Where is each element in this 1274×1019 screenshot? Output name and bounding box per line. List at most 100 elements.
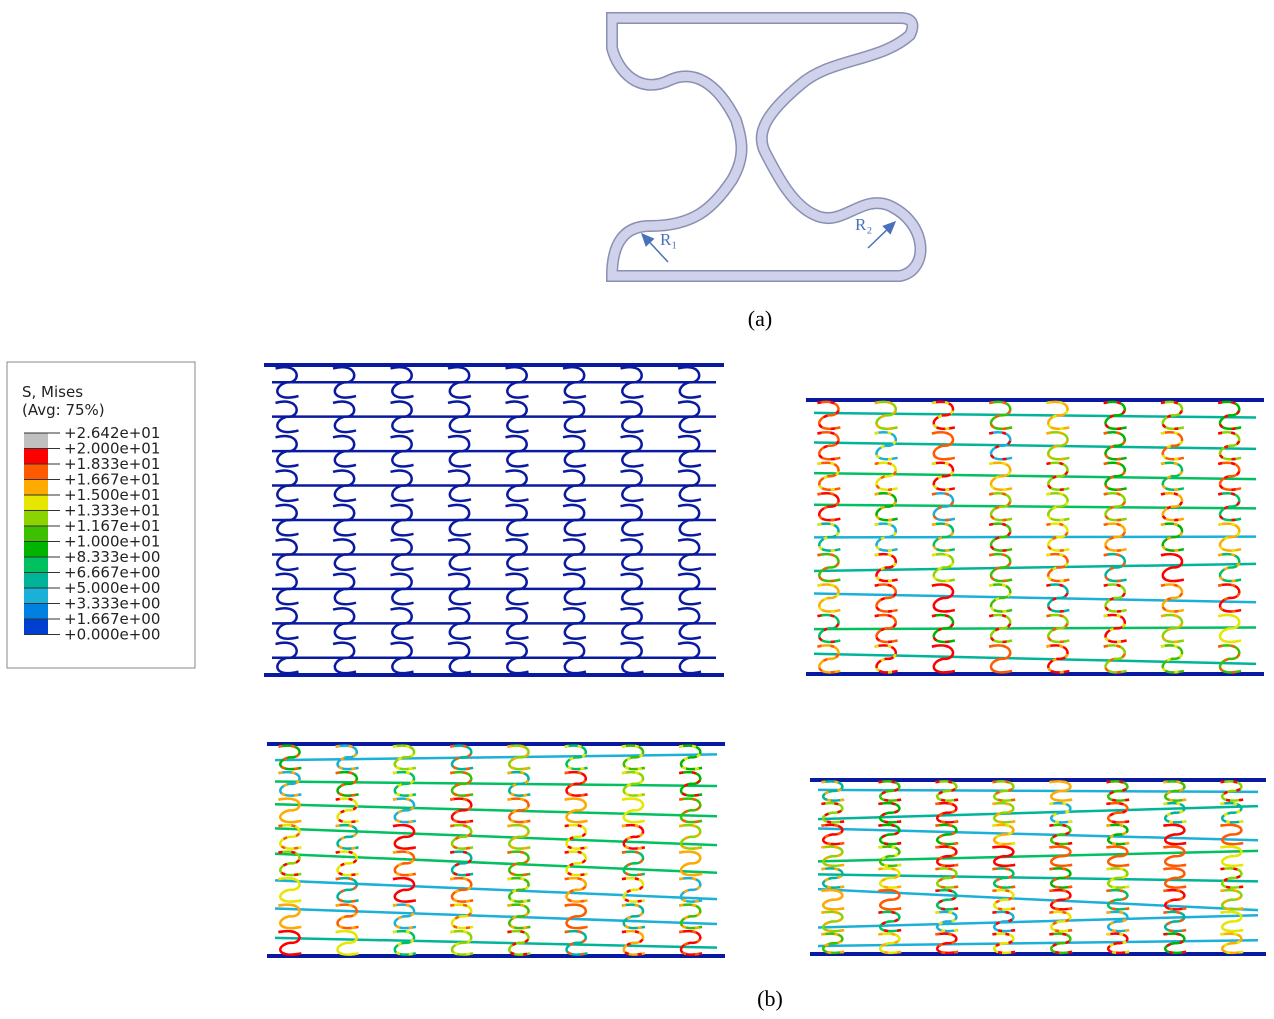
legend-subtitle: (Avg: 75%) — [22, 401, 105, 419]
strut — [818, 889, 1258, 910]
caption-a: (a) — [748, 306, 772, 331]
strut — [818, 915, 1258, 927]
strut-curve — [821, 868, 844, 887]
strut — [818, 851, 1258, 862]
strut-curve — [679, 746, 702, 769]
strut-curve — [336, 799, 359, 822]
stent-panel — [810, 780, 1266, 954]
strut-curve — [935, 890, 958, 909]
figure: R₁ R₂ (a) S, Mises (Avg: 75%) +2.642e+01… — [0, 0, 1274, 1019]
strut — [275, 908, 717, 924]
strut-curve — [878, 825, 901, 844]
strut — [275, 828, 717, 845]
strut-curve — [935, 868, 958, 887]
strut-curve — [821, 934, 844, 953]
strut-curve — [1220, 847, 1243, 866]
legend-swatch — [24, 480, 48, 496]
strut-curve — [1106, 912, 1129, 931]
strut-curve — [679, 931, 702, 954]
strut-curve — [565, 931, 588, 954]
stent-panel — [806, 400, 1264, 674]
strut-curve — [622, 825, 645, 848]
strut-curve — [393, 825, 416, 848]
legend-swatch — [24, 573, 48, 589]
legend-swatch — [24, 542, 48, 558]
strut-curve — [1163, 803, 1186, 822]
strut — [275, 804, 717, 816]
strut — [275, 880, 717, 899]
stent-panel — [264, 365, 724, 675]
unit-cell: R₁ R₂ — [612, 18, 921, 276]
strut-curve — [1106, 847, 1129, 866]
strut-curve — [336, 772, 359, 795]
legend-swatch — [24, 495, 48, 511]
strut-curve — [878, 803, 901, 822]
strut-curve — [1163, 847, 1186, 866]
legend-swatch — [24, 604, 48, 620]
strut — [814, 537, 1256, 538]
strut-curve — [393, 852, 416, 875]
r1-label: R₁ — [660, 230, 677, 249]
strut-curve — [336, 852, 359, 875]
strut-curve — [679, 799, 702, 822]
strut-curve — [393, 799, 416, 822]
strut-curve — [821, 890, 844, 909]
strut-curve — [278, 799, 301, 822]
strut-curve — [935, 825, 958, 844]
strut-curve — [992, 890, 1015, 909]
strut-curve — [622, 852, 645, 875]
strut-curve — [565, 799, 588, 822]
strut-curve — [336, 746, 359, 769]
strut-curve — [1220, 890, 1243, 909]
legend-swatch — [24, 526, 48, 542]
strut-curve — [278, 931, 301, 954]
legend-swatch — [24, 449, 48, 465]
strut-curve — [1106, 803, 1129, 822]
strut-curve — [336, 878, 359, 901]
strut-curve — [1163, 825, 1186, 844]
strut-curve — [622, 905, 645, 928]
strut-curve — [1220, 868, 1243, 887]
strut-curve — [1106, 825, 1129, 844]
strut — [814, 627, 1256, 629]
strut-curve — [336, 931, 359, 954]
strut-curve — [679, 772, 702, 795]
legend-swatch — [24, 588, 48, 604]
strut-curve — [622, 878, 645, 901]
strut-curve — [278, 772, 301, 795]
strut-curve — [1106, 890, 1129, 909]
strut-curve — [336, 825, 359, 848]
strut-curve — [393, 931, 416, 954]
strut-curve — [393, 905, 416, 928]
strut-curve — [935, 803, 958, 822]
strut-curve — [1163, 868, 1186, 887]
strut-curve — [1220, 934, 1243, 953]
strut — [818, 806, 1258, 819]
strut-curve — [935, 912, 958, 931]
legend-swatch — [24, 511, 48, 527]
strut-curve — [565, 905, 588, 928]
legend-swatch — [24, 433, 48, 449]
legend-label: +0.000e+00 — [64, 626, 160, 644]
strut-curve — [1163, 934, 1186, 953]
strut-curve — [1163, 912, 1186, 931]
strut-curve — [878, 868, 901, 887]
legend: S, Mises (Avg: 75%) +2.642e+01+2.000e+01… — [7, 362, 195, 668]
strut-curve — [878, 912, 901, 931]
strut-curve — [622, 931, 645, 954]
caption-b: (b) — [757, 986, 783, 1011]
strut-curve — [935, 847, 958, 866]
strut-curve — [622, 799, 645, 822]
strut-curve — [821, 847, 844, 866]
strut-curve — [565, 852, 588, 875]
strut-curve — [1220, 825, 1243, 844]
r2-label: R₂ — [855, 215, 872, 234]
stent-panel — [267, 744, 725, 956]
legend-swatch — [24, 464, 48, 480]
strut-curve — [622, 746, 645, 769]
legend-swatch — [24, 557, 48, 573]
strut-curve — [393, 878, 416, 901]
strut-curve — [336, 905, 359, 928]
legend-title: S, Mises — [22, 383, 83, 401]
strut-curve — [878, 934, 901, 953]
